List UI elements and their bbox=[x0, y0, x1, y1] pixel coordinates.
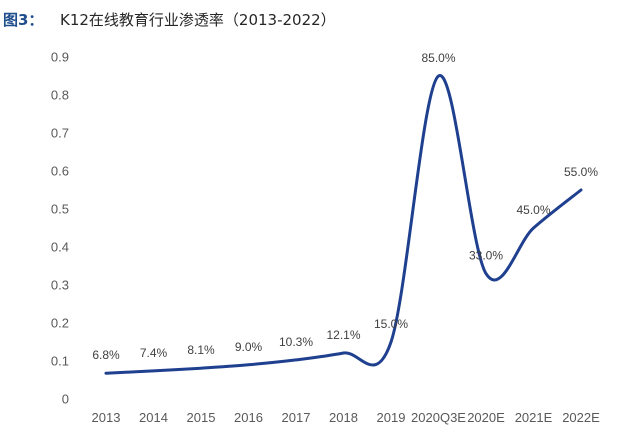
data-label: 55.0% bbox=[564, 165, 598, 179]
series-line bbox=[104, 74, 583, 375]
y-tick-label: 0.7 bbox=[51, 126, 69, 141]
y-tick-label: 0.8 bbox=[51, 88, 69, 103]
x-tick-label: 2015 bbox=[187, 410, 216, 425]
x-tick-label: 2016 bbox=[234, 410, 263, 425]
data-label: 45.0% bbox=[516, 203, 550, 217]
data-label: 10.3% bbox=[279, 335, 313, 349]
x-tick-label: 2020Q3E bbox=[411, 410, 466, 425]
x-tick-label: 2022E bbox=[562, 410, 600, 425]
x-tick-label: 2014 bbox=[139, 410, 168, 425]
x-tick-label: 2019 bbox=[377, 410, 406, 425]
x-tick-label: 2018 bbox=[329, 410, 358, 425]
data-label: 85.0% bbox=[421, 51, 455, 65]
y-tick-label: 0.2 bbox=[51, 316, 69, 331]
x-tick-label: 2021E bbox=[515, 410, 553, 425]
y-tick-label: 0 bbox=[62, 392, 69, 407]
data-label: 33.0% bbox=[469, 249, 503, 263]
x-tick-label: 2017 bbox=[282, 410, 311, 425]
data-label: 7.4% bbox=[140, 346, 168, 360]
data-label: 15.0% bbox=[374, 317, 408, 331]
y-tick-label: 0.3 bbox=[51, 278, 69, 293]
chart-title-row: 图3： K12在线教育行业渗透率（2013-2022） bbox=[0, 7, 638, 33]
x-tick-label: 2020E bbox=[467, 410, 505, 425]
data-label: 9.0% bbox=[235, 340, 263, 354]
y-tick-label: 0.9 bbox=[51, 50, 69, 65]
y-tick-label: 0.1 bbox=[51, 354, 69, 369]
x-tick-label: 2013 bbox=[92, 410, 121, 425]
data-label: 12.1% bbox=[326, 328, 360, 342]
y-tick-label: 0.6 bbox=[51, 164, 69, 179]
figure-number: 图3： bbox=[3, 11, 44, 29]
data-label: 8.1% bbox=[187, 343, 215, 357]
data-label: 6.8% bbox=[92, 348, 120, 362]
chart-title: K12在线教育行业渗透率（2013-2022） bbox=[60, 11, 336, 29]
y-tick-label: 0.4 bbox=[51, 240, 69, 255]
y-tick-label: 0.5 bbox=[51, 202, 69, 217]
